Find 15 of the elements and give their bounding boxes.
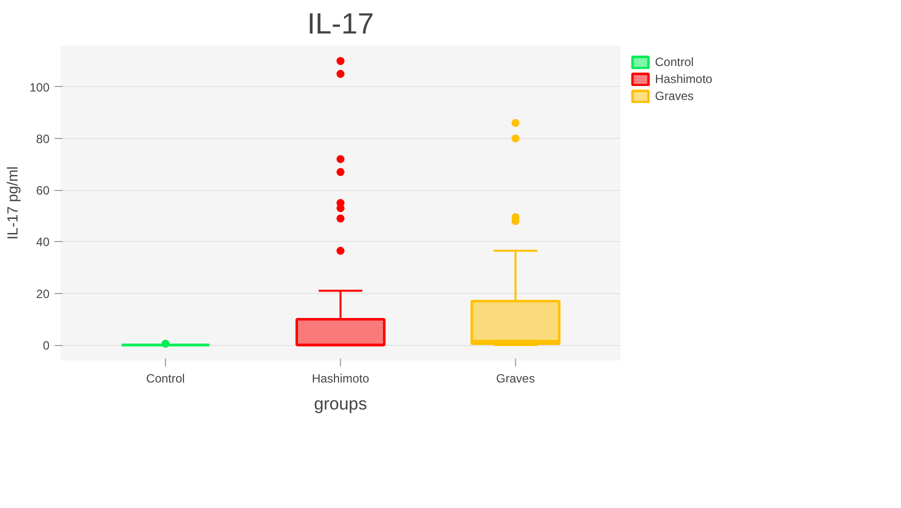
x-axis-title: groups	[314, 394, 368, 414]
y-tick-label: 40	[36, 235, 50, 250]
legend-label: Control	[655, 55, 694, 69]
y-tick-label: 100	[29, 80, 50, 94]
chart-title: IL-17	[307, 8, 374, 40]
y-axis-title: IL-17 pg/ml	[5, 166, 22, 240]
x-tick-label: Hashimoto	[312, 372, 370, 386]
x-tick-label: Control	[146, 372, 185, 386]
legend-label: Hashimoto	[655, 72, 712, 86]
y-tick-label: 0	[42, 338, 50, 353]
x-tick-label: Graves	[496, 372, 535, 386]
y-tick-label: 80	[36, 132, 50, 146]
y-tick-label: 20	[36, 286, 50, 301]
y-tick-label: 60	[36, 184, 50, 198]
legend-label: Graves	[655, 89, 694, 103]
